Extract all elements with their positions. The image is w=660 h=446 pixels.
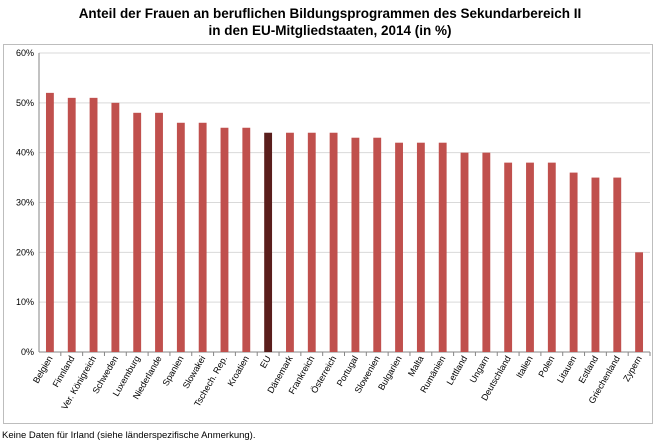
x-tick-label: EU: [258, 354, 273, 370]
y-tick-label: 0%: [21, 347, 34, 357]
bar: [45, 92, 54, 352]
bar: [613, 177, 622, 352]
x-tick-label: Estland: [577, 354, 601, 385]
chart-area: 0% 10% 20% 30% 40% 50% 60% Belgien Finnland Ver. …: [3, 44, 653, 424]
x-tick-label: Belgien: [31, 354, 55, 385]
bar: [373, 137, 382, 352]
bar: [438, 142, 447, 352]
bar: [329, 132, 338, 352]
bar: [307, 132, 316, 352]
x-tick-label: Italien: [514, 354, 535, 380]
chart-title-line-1: Anteil der Frauen an beruflichen Bildung…: [78, 6, 582, 21]
x-tick-label: Kroatien: [226, 354, 251, 388]
bar: [416, 142, 425, 352]
bar: [460, 152, 469, 352]
footnote: Keine Daten für Irland (siehe länderspez…: [2, 430, 256, 441]
bar: [591, 177, 600, 352]
y-tick-label: 30%: [16, 198, 34, 208]
x-tick-label: Lettland: [445, 354, 470, 387]
bar: [133, 112, 142, 352]
y-tick-label: 20%: [16, 247, 34, 257]
chart-title-line-2: in den EU-Mitgliedstaaten, 2014 (in %): [208, 23, 452, 38]
bar: [547, 162, 556, 352]
bar: [111, 102, 120, 352]
y-tick-label: 40%: [16, 148, 34, 158]
bar: [286, 132, 294, 352]
bar: [89, 97, 98, 352]
bar: [504, 162, 513, 352]
y-tick-label: 10%: [16, 297, 34, 307]
bar: [242, 127, 251, 352]
bar: [220, 127, 229, 352]
y-tick-label: 60%: [16, 48, 34, 58]
x-tick-label: Polen: [536, 354, 556, 379]
x-tick-label: Malta: [406, 354, 426, 378]
bar: [264, 132, 273, 352]
bar: [155, 112, 163, 352]
bar: [67, 97, 76, 352]
bar: [198, 122, 207, 353]
bar: [526, 162, 534, 352]
x-tick-label: Zypern: [621, 354, 644, 383]
bar: [395, 142, 403, 352]
bar: [351, 137, 360, 352]
x-tick-label: Litauen: [555, 354, 578, 385]
bar-chart: 0%10%20%30%40%50%60%BelgienFinnlandVer. …: [16, 48, 651, 411]
bar: [635, 252, 644, 352]
bar: [176, 122, 185, 353]
x-tick-label: Ungarn: [468, 354, 491, 385]
bar: [482, 152, 491, 352]
bar: [569, 172, 578, 352]
y-tick-label: 50%: [16, 98, 34, 108]
